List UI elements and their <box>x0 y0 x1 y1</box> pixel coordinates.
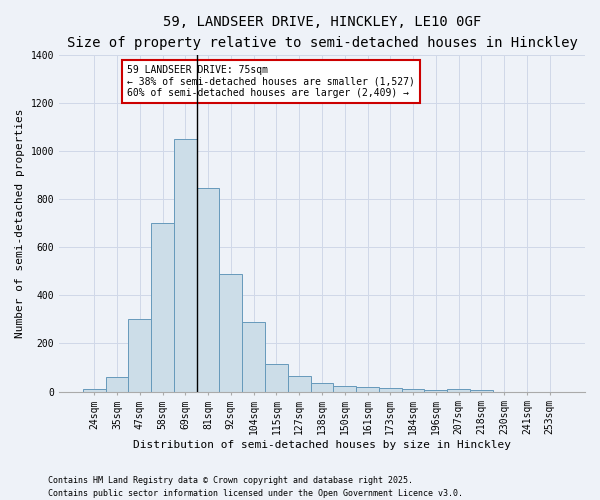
Bar <box>220 274 242 392</box>
Bar <box>106 377 128 392</box>
Bar <box>197 188 220 392</box>
Bar <box>401 389 424 392</box>
Bar <box>311 383 334 392</box>
Bar <box>151 223 174 392</box>
Bar <box>356 386 379 392</box>
Bar <box>470 390 493 392</box>
Bar <box>83 389 106 392</box>
Y-axis label: Number of semi-detached properties: Number of semi-detached properties <box>15 108 25 338</box>
Bar <box>334 386 356 392</box>
Bar <box>242 322 265 392</box>
Bar <box>288 376 311 392</box>
Bar <box>379 388 401 392</box>
Bar <box>128 320 151 392</box>
X-axis label: Distribution of semi-detached houses by size in Hinckley: Distribution of semi-detached houses by … <box>133 440 511 450</box>
Bar <box>447 389 470 392</box>
Title: 59, LANDSEER DRIVE, HINCKLEY, LE10 0GF
Size of property relative to semi-detache: 59, LANDSEER DRIVE, HINCKLEY, LE10 0GF S… <box>67 15 577 50</box>
Bar <box>265 364 288 392</box>
Text: 59 LANDSEER DRIVE: 75sqm
← 38% of semi-detached houses are smaller (1,527)
60% o: 59 LANDSEER DRIVE: 75sqm ← 38% of semi-d… <box>127 65 415 98</box>
Bar <box>174 139 197 392</box>
Text: Contains HM Land Registry data © Crown copyright and database right 2025.
Contai: Contains HM Land Registry data © Crown c… <box>48 476 463 498</box>
Bar <box>424 390 447 392</box>
